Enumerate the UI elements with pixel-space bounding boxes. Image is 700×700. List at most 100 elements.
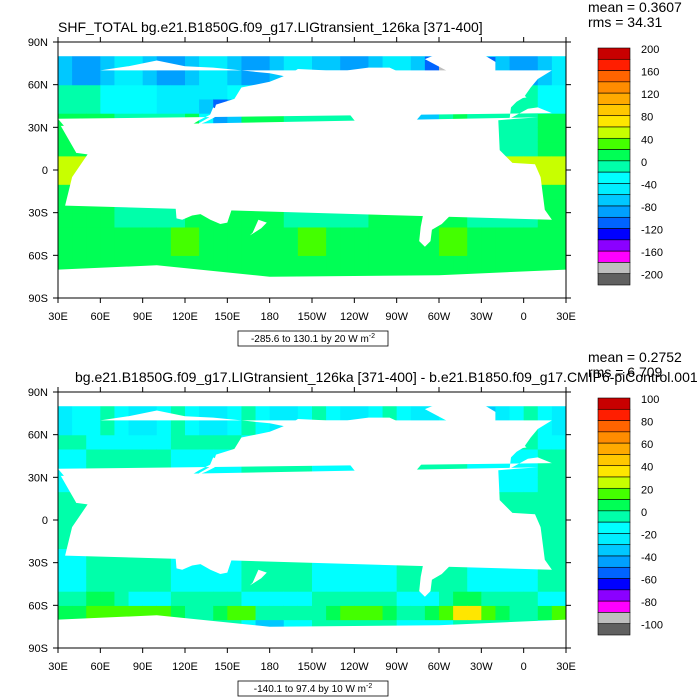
- field-cell: [368, 241, 384, 256]
- field-cell: [58, 141, 73, 157]
- field-cell: [114, 84, 130, 100]
- field-cell: [72, 576, 87, 592]
- field-cell: [368, 226, 384, 242]
- continents: [58, 42, 566, 298]
- field-cell: [241, 420, 257, 436]
- field-cell: [509, 56, 525, 72]
- field-cell: [495, 591, 511, 606]
- x-tick-label: 150E: [214, 661, 240, 673]
- field-cell: [439, 605, 454, 621]
- field-cell: [396, 406, 412, 422]
- field-cell: [340, 605, 355, 621]
- field-cell: [551, 406, 566, 422]
- field-cell: [354, 255, 370, 271]
- colorbar-swatch: [597, 442, 631, 455]
- field-cell: [396, 212, 412, 228]
- field-cell: [86, 576, 101, 592]
- field-cell: [142, 434, 158, 450]
- field-cell: [142, 591, 158, 606]
- field-cell: [72, 562, 87, 578]
- field-cell: [156, 591, 172, 606]
- field-cell: [283, 226, 299, 242]
- field-cell: [424, 591, 440, 606]
- field-cell: [114, 255, 130, 271]
- field-cell: [551, 113, 566, 128]
- colorbar-swatch: [597, 454, 631, 467]
- field-cell: [269, 255, 285, 271]
- field-cell: [326, 562, 341, 578]
- field-cell: [72, 434, 87, 450]
- field-cell: [213, 406, 228, 422]
- field-cell: [382, 562, 398, 578]
- field-cell: [269, 406, 285, 422]
- field-cell: [551, 548, 566, 564]
- field-cell: [523, 491, 539, 507]
- field-cell: [326, 241, 341, 256]
- colorbar-swatch: [597, 137, 631, 150]
- colorbar-swatch: [597, 420, 631, 433]
- field-cell: [86, 605, 101, 621]
- colorbar-swatch: [597, 216, 631, 229]
- colorbar-swatch: [597, 465, 631, 478]
- field-cell: [439, 226, 454, 242]
- field-cell: [241, 605, 257, 621]
- colorbar-label: 60: [641, 439, 653, 451]
- field-cell: [170, 591, 186, 606]
- field-cell: [185, 226, 200, 242]
- field-cell: [283, 576, 299, 592]
- field-cell: [340, 226, 355, 242]
- colorbar-swatch: [597, 533, 631, 546]
- field-cell: [509, 477, 525, 493]
- field-cell: [424, 241, 440, 256]
- field-cell: [170, 226, 186, 242]
- field-cell: [128, 84, 144, 100]
- field-cell: [100, 241, 116, 256]
- x-tick-label: 120W: [340, 661, 369, 673]
- y-tick-label: 60S: [28, 250, 48, 262]
- field-cell: [283, 562, 299, 578]
- field-cell: [551, 591, 566, 606]
- field-cell: [354, 241, 370, 256]
- field-cell: [128, 591, 144, 606]
- field-cell: [170, 84, 186, 100]
- field-cell: [537, 591, 553, 606]
- x-tick-label: 0: [521, 661, 527, 673]
- field-cell: [509, 406, 525, 422]
- field-cell: [213, 576, 228, 592]
- colorbar-swatch: [597, 510, 631, 523]
- field-cell: [199, 605, 214, 621]
- field-cell: [439, 241, 454, 256]
- colorbar-swatch: [597, 623, 631, 636]
- field-cell: [537, 226, 553, 242]
- field-cell: [156, 562, 172, 578]
- field-cell: [439, 576, 454, 592]
- field-cell: [551, 605, 566, 621]
- field-cell: [58, 70, 73, 86]
- field-cell: [283, 605, 299, 621]
- field-cell: [523, 127, 539, 143]
- field-cell: [241, 406, 257, 422]
- field-cell: [340, 255, 355, 271]
- field-cell: [86, 420, 101, 436]
- colorbar-swatch: [597, 566, 631, 579]
- field-cell: [326, 605, 341, 621]
- field-cell: [382, 56, 398, 72]
- field-cell: [523, 56, 539, 72]
- field-cell: [551, 170, 566, 185]
- colorbar-swatch: [597, 589, 631, 602]
- field-cell: [509, 241, 525, 256]
- field-cell: [297, 605, 313, 621]
- field-cell: [269, 241, 285, 256]
- field-cell: [58, 170, 73, 185]
- field-cell: [227, 605, 243, 621]
- field-cell: [340, 241, 355, 256]
- colorbar-swatch: [597, 92, 631, 105]
- field-cell: [58, 520, 73, 535]
- field-cell: [523, 255, 539, 271]
- field-cell: [537, 155, 553, 171]
- field-cell: [114, 591, 130, 606]
- colorbar-swatch: [597, 600, 631, 613]
- y-tick-label: 30N: [28, 122, 48, 134]
- colorbar-label: 80: [641, 417, 653, 429]
- field-cell: [551, 505, 566, 521]
